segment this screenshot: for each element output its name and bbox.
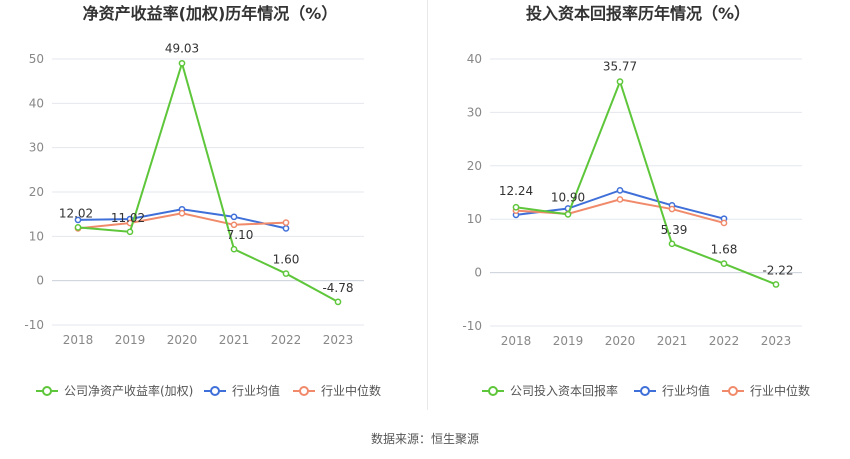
y-tick-label: 40 bbox=[29, 96, 44, 110]
x-tick-label: 2021 bbox=[657, 334, 688, 348]
point-company bbox=[126, 228, 134, 236]
x-tick-label: 2022 bbox=[709, 334, 740, 348]
data-source-label: 数据来源： bbox=[370, 432, 431, 446]
x-tick-label: 2018 bbox=[63, 333, 94, 347]
point-industry_median bbox=[282, 219, 290, 226]
legend-item-company: 公司净资产收益率(加权) bbox=[36, 383, 193, 398]
point-company bbox=[668, 240, 676, 248]
y-tick-label: -10 bbox=[24, 318, 44, 332]
point-industry_avg bbox=[616, 187, 624, 194]
point-company bbox=[772, 281, 780, 288]
y-tick-label: 20 bbox=[29, 185, 44, 199]
point-company bbox=[334, 298, 342, 306]
legend-marker bbox=[728, 386, 738, 396]
y-tick-label: 30 bbox=[467, 105, 482, 119]
series-line-company bbox=[77, 59, 339, 303]
x-tick-label: 2019 bbox=[115, 333, 146, 347]
x-tick-label: 2023 bbox=[761, 334, 792, 348]
data-label: 11.02 bbox=[111, 211, 145, 225]
legend-item-industry_median: 行业中位数 bbox=[722, 383, 810, 398]
y-tick-label: 30 bbox=[29, 141, 44, 155]
data-label: 1.68 bbox=[711, 243, 738, 257]
data-label: 12.24 bbox=[499, 184, 533, 198]
panel-divider bbox=[427, 0, 428, 410]
point-company bbox=[230, 245, 238, 253]
chart-panel-2: 投入资本回报率历年情况（%） -10 0 10 20 30 40 2018 2019 2020 20… bbox=[462, 4, 810, 398]
legend-marker bbox=[299, 386, 309, 396]
point-company bbox=[512, 203, 520, 211]
x-tick-label: 2019 bbox=[553, 334, 584, 348]
data-label: 1.60 bbox=[273, 253, 300, 267]
y-tick-label: 0 bbox=[474, 266, 482, 280]
chart-panel-1: 净资产收益率(加权)历年情况（%） -10 0 10 20 30 40 50 2018 2019 2… bbox=[24, 4, 381, 398]
y-tick-label: 10 bbox=[467, 212, 482, 226]
legend-label: 行业均值 bbox=[662, 383, 710, 398]
x-tick-label: 2020 bbox=[605, 334, 636, 348]
point-industry_median bbox=[230, 221, 238, 229]
y-tick-label: 10 bbox=[29, 229, 44, 243]
legend-label: 公司净资产收益率(加权) bbox=[64, 383, 193, 398]
legend-item-industry_avg: 行业均值 bbox=[634, 383, 710, 398]
data-label: 12.02 bbox=[59, 206, 93, 220]
point-industry_median bbox=[616, 196, 624, 203]
point-industry_avg bbox=[282, 225, 290, 232]
data-source-value: 恒生聚源 bbox=[431, 432, 480, 446]
x-tick-label: 2023 bbox=[323, 333, 354, 347]
point-industry_avg bbox=[230, 213, 238, 221]
y-tick-label: -10 bbox=[462, 319, 482, 333]
point-company bbox=[282, 270, 290, 277]
chart-title: 投入资本回报率历年情况（%） bbox=[526, 4, 750, 23]
legend-label: 行业中位数 bbox=[321, 383, 381, 398]
point-industry_median bbox=[668, 205, 676, 213]
point-company bbox=[720, 260, 728, 267]
legend-label: 行业均值 bbox=[232, 383, 280, 398]
data-label: 7.10 bbox=[227, 228, 254, 242]
legend-marker bbox=[488, 386, 498, 396]
data-source: 数据来源：恒生聚源 bbox=[0, 430, 850, 447]
legend-item-industry_median: 行业中位数 bbox=[293, 383, 381, 398]
x-tick-label: 2018 bbox=[501, 334, 532, 348]
legend-marker bbox=[42, 386, 52, 396]
legend-marker bbox=[210, 386, 220, 396]
y-tick-label: 0 bbox=[36, 274, 44, 288]
point-company bbox=[74, 224, 82, 231]
legend-item-company: 公司投入资本回报率 bbox=[482, 383, 618, 398]
legend-marker bbox=[640, 386, 650, 396]
data-label: 35.77 bbox=[603, 60, 637, 74]
legend-item-industry_avg: 行业均值 bbox=[204, 383, 280, 398]
series-line-company bbox=[515, 78, 777, 286]
data-label: 5.39 bbox=[661, 223, 688, 237]
legend-label: 行业中位数 bbox=[750, 383, 810, 398]
point-company bbox=[564, 211, 572, 218]
data-label: -2.22 bbox=[762, 263, 793, 277]
data-label: 49.03 bbox=[165, 41, 199, 55]
y-tick-label: 40 bbox=[467, 52, 482, 66]
point-industry_median bbox=[720, 219, 728, 227]
point-industry_median bbox=[178, 209, 186, 217]
point-company bbox=[178, 59, 186, 67]
x-tick-label: 2021 bbox=[219, 333, 250, 347]
legend-label: 公司投入资本回报率 bbox=[510, 383, 618, 398]
point-company bbox=[616, 78, 624, 85]
point-industry_avg bbox=[74, 216, 82, 224]
data-label: 10.90 bbox=[551, 190, 585, 204]
y-tick-label: 50 bbox=[29, 52, 44, 66]
y-tick-label: 20 bbox=[467, 159, 482, 173]
x-tick-label: 2020 bbox=[167, 333, 198, 347]
chart-title: 净资产收益率(加权)历年情况（%） bbox=[83, 4, 338, 23]
x-tick-label: 2022 bbox=[271, 333, 302, 347]
data-label: -4.78 bbox=[322, 281, 353, 295]
